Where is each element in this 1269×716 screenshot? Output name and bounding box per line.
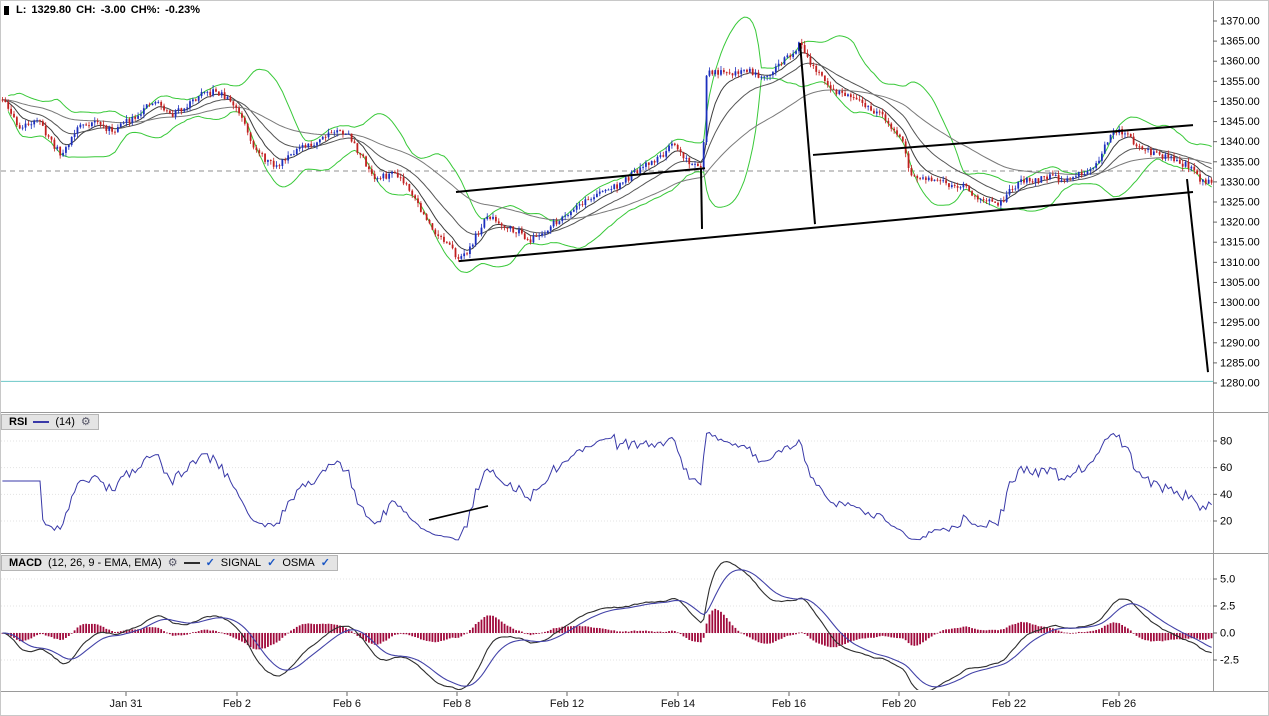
bollinger-bands [7,16,1212,274]
trendline [1186,178,1209,373]
macd-settings-icon[interactable]: ⚙ [167,556,178,569]
macd-title: MACD [9,557,42,569]
svg-text:1290.00: 1290.00 [1220,337,1260,349]
svg-text:40: 40 [1220,489,1232,501]
svg-text:1300.00: 1300.00 [1220,297,1260,309]
change-pct-value: -0.23% [165,4,200,16]
svg-text:1305.00: 1305.00 [1220,277,1260,289]
macd-axis-labels: 5.0 2.5 0.0 -2.5 [1213,574,1239,667]
svg-text:Feb 8: Feb 8 [443,698,471,710]
svg-text:1330.00: 1330.00 [1220,176,1260,188]
svg-text:-2.5: -2.5 [1220,655,1239,667]
svg-text:60: 60 [1220,462,1232,474]
svg-text:80: 80 [1220,436,1232,448]
price-axis-labels: 1370.00 1365.00 1360.00 1355.00 1350.00 1345.… [1213,16,1260,390]
svg-text:1345.00: 1345.00 [1220,116,1260,128]
macd-params: (12, 26, 9 - EMA, EMA) [48,557,162,569]
svg-text:1360.00: 1360.00 [1220,56,1260,68]
svg-text:1335.00: 1335.00 [1220,156,1260,168]
svg-text:Feb 22: Feb 22 [992,698,1026,710]
svg-text:2.5: 2.5 [1220,601,1235,613]
change-value: -3.00 [100,4,126,16]
rsi-params: (14) [55,416,75,428]
moving-averages [2,52,1212,251]
instrument-marker-icon [4,5,9,15]
macd-line-swatch [183,562,200,564]
svg-text:Feb 12: Feb 12 [550,698,584,710]
main-pane-baselines [1,170,1213,382]
change-pct-label: CH%: [130,4,161,16]
svg-text:1295.00: 1295.00 [1220,317,1260,329]
svg-text:1350.00: 1350.00 [1220,96,1260,108]
rsi-settings-icon[interactable]: ⚙ [80,415,91,428]
svg-text:1340.00: 1340.00 [1220,136,1260,148]
rsi-title: RSI [9,416,28,428]
svg-text:Feb 16: Feb 16 [772,698,806,710]
change-label: CH: [76,4,96,16]
svg-text:5.0: 5.0 [1220,574,1235,586]
rsi-line [2,431,1212,541]
rsi-pane-header: RSI (14) ⚙ [1,414,99,430]
macd-lines [2,561,1212,690]
macd-visible-checkbox[interactable]: ✓ [205,556,215,569]
svg-text:Feb 14: Feb 14 [661,698,695,710]
rsi-grid [1,440,1213,522]
trendline [455,167,706,193]
signal-visible-checkbox[interactable]: ✓ [267,556,277,569]
svg-text:Jan 31: Jan 31 [109,698,142,710]
svg-text:1370.00: 1370.00 [1220,16,1260,28]
candles [1,38,1213,262]
last-label: L: [16,4,27,16]
trendline [458,190,1194,263]
rsi-line-swatch [33,421,50,423]
osma-label: OSMA [282,557,315,569]
osma-visible-checkbox[interactable]: ✓ [320,556,330,569]
svg-text:Feb 26: Feb 26 [1102,698,1136,710]
macd-grid [1,578,1213,661]
signal-label: SIGNAL [220,557,262,569]
trendline [812,124,1194,156]
svg-text:1315.00: 1315.00 [1220,237,1260,249]
svg-text:Feb 6: Feb 6 [333,698,361,710]
rsi-trendline [428,505,489,521]
svg-text:1310.00: 1310.00 [1220,257,1260,269]
trendline [700,169,703,229]
pane-separators [1,1,1268,692]
svg-text:1280.00: 1280.00 [1220,378,1260,390]
svg-text:20: 20 [1220,516,1232,528]
svg-text:1285.00: 1285.00 [1220,357,1260,369]
macd-pane-header: MACD (12, 26, 9 - EMA, EMA) ⚙ ✓ SIGNAL ✓… [1,555,338,571]
svg-text:1355.00: 1355.00 [1220,76,1260,88]
time-axis-labels: Jan 31 Feb 2 Feb 6 Feb 8 Feb 12 Feb 14 Feb 16 F… [109,692,1136,710]
trendlines [455,43,1209,373]
svg-text:1365.00: 1365.00 [1220,36,1260,48]
trendline [799,43,816,225]
last-value: 1329.80 [31,4,72,16]
svg-text:Feb 20: Feb 20 [882,698,916,710]
osma-histogram [1,608,1213,650]
quote-bar: L: 1329.80 CH: -3.00 CH%: -0.23% [4,4,200,16]
svg-text:1325.00: 1325.00 [1220,197,1260,209]
svg-text:0.0: 0.0 [1220,628,1235,640]
svg-text:1320.00: 1320.00 [1220,217,1260,229]
rsi-axis-labels: 80 60 40 20 [1213,436,1232,528]
svg-text:Feb 2: Feb 2 [223,698,251,710]
